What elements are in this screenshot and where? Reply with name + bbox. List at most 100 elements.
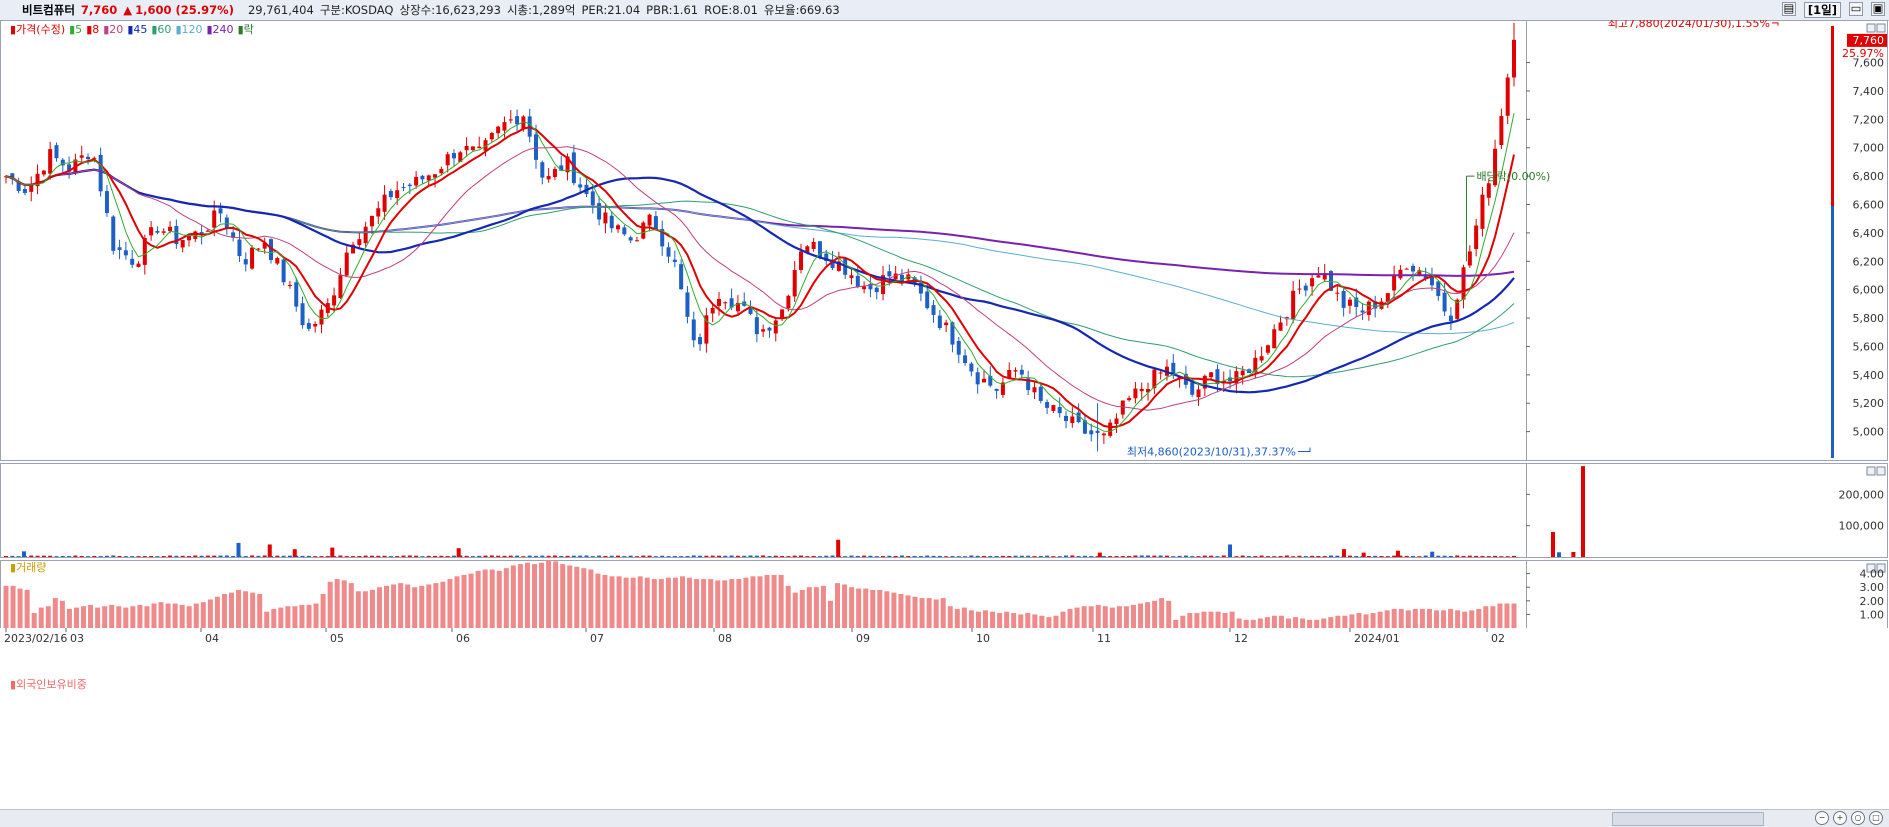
volume-bar [1493, 555, 1498, 557]
foreign-bar [870, 589, 876, 628]
minimize-icon[interactable]: ▭ [1849, 1, 1863, 16]
zoom-reset-icon[interactable]: ○ [1851, 811, 1865, 825]
candle-body [92, 157, 97, 159]
candle-body [1013, 370, 1018, 372]
foreign-bar [412, 587, 418, 628]
foreign-bar [73, 607, 79, 628]
volume-bar [1373, 555, 1378, 557]
foreign-bar [151, 603, 157, 628]
volume-bar [1070, 555, 1075, 557]
volume-spike [330, 547, 335, 557]
foreign-bar [1363, 614, 1369, 628]
close-icon[interactable]: ▣ [1871, 1, 1885, 16]
volume-bar [1101, 556, 1106, 557]
volume-bar [647, 555, 652, 557]
volume-bar [994, 556, 999, 557]
foreign-bar [1286, 618, 1292, 628]
zoom-in-icon[interactable]: + [1833, 811, 1847, 825]
candle-body [29, 185, 34, 192]
foreign-bar [891, 592, 897, 628]
foreign-bar [877, 589, 883, 628]
volume-bar [439, 555, 444, 557]
volume-bar [86, 556, 91, 557]
date-tick-label: 07 [590, 632, 604, 645]
volume-bar [653, 556, 658, 557]
foreign-bar [574, 566, 580, 628]
candle-body [590, 191, 595, 206]
volume-bar [1272, 556, 1277, 557]
price-range-bar [1831, 26, 1834, 458]
volume-bar [969, 555, 974, 557]
volume-bar [60, 556, 65, 557]
volume-bar [218, 555, 223, 557]
candle-body [294, 282, 299, 307]
volume-bar [1385, 556, 1390, 557]
zoom-out-icon[interactable]: − [1815, 811, 1829, 825]
volume-bar [98, 556, 103, 557]
volume-bar [1076, 556, 1081, 557]
foreign-bar [250, 592, 256, 628]
foreign-bar [926, 598, 932, 628]
date-axis: 2023/02/16 03 04 05 06 07 08 09 10 11 12 2024/01 02 [0, 628, 1889, 809]
candle-body [1297, 288, 1302, 290]
candle-body [1347, 299, 1352, 306]
volume-bar [1480, 555, 1485, 557]
candle-body [609, 215, 614, 229]
stock-chart[interactable]: 5,000 5,200 5,400 5,600 5,800 6,000 6,200 6,400… [0, 20, 1889, 809]
foreign-bar [1222, 613, 1228, 628]
candle-body [407, 184, 412, 187]
candle-body [395, 190, 400, 199]
volume-bar [1417, 556, 1422, 557]
volume-legend: ▮거래량 [10, 561, 47, 574]
zoom-fit-icon[interactable]: □ [1869, 811, 1883, 825]
panel-close-icon [1876, 23, 1886, 33]
volume-spike [1551, 531, 1555, 557]
foreign-bar [489, 569, 495, 628]
candle-body [161, 231, 166, 233]
foreign-bar [778, 574, 784, 628]
settings-icon[interactable]: ▤ [1781, 1, 1796, 16]
candle-body [67, 164, 72, 172]
foreign-bar [362, 591, 368, 628]
volume-bar [937, 555, 942, 557]
candle-body [1354, 297, 1359, 307]
candle-body [1202, 375, 1207, 389]
candle-body [489, 133, 494, 140]
current-price: 7,760 [80, 3, 118, 17]
candle-body [168, 226, 173, 232]
foreign-bar [651, 579, 657, 628]
candle-body [824, 253, 829, 261]
volume-bar [963, 556, 968, 557]
price-tick-label: 6,800 [1853, 170, 1885, 183]
scroll-thumb[interactable] [1612, 812, 1764, 826]
candle-body [565, 156, 570, 173]
foreign-bar [1116, 606, 1122, 628]
candle-body [1265, 345, 1270, 353]
foreign-bar [1208, 611, 1214, 628]
foreign-tick-label: 3.00 [1860, 581, 1885, 594]
candle-body [1385, 293, 1390, 303]
volume-spike [1097, 552, 1102, 557]
candle-body [975, 372, 980, 385]
candle-body [130, 258, 135, 265]
candle-body [1196, 389, 1201, 398]
foreign-bar [729, 579, 735, 628]
volume-bar [1455, 555, 1460, 557]
candle-body [1322, 273, 1327, 280]
foreign-bar [975, 611, 981, 628]
volume-bar [1512, 555, 1516, 557]
foreign-bar [806, 587, 812, 628]
volume-bar [1310, 555, 1315, 557]
volume-bar [786, 556, 791, 557]
interval-button[interactable]: [1일] [1803, 2, 1841, 18]
candle-body [1278, 322, 1283, 331]
volume-bar [199, 555, 204, 557]
price-legend: ▮가격(수정) ▮5 ▮8 ▮20 ▮45 ▮60 ▮120 ▮240 ▮락 [10, 21, 258, 37]
foreign-legend-label: 외국인보유비중 [16, 678, 87, 691]
foreign-bar [849, 587, 855, 628]
volume-bar [1045, 555, 1050, 557]
market-cap: 시총:1,289억 [506, 3, 576, 17]
candle-body [1032, 387, 1037, 393]
bottom-scrollbar[interactable]: − + ○ □ [0, 809, 1889, 827]
volume-bar [723, 555, 728, 557]
